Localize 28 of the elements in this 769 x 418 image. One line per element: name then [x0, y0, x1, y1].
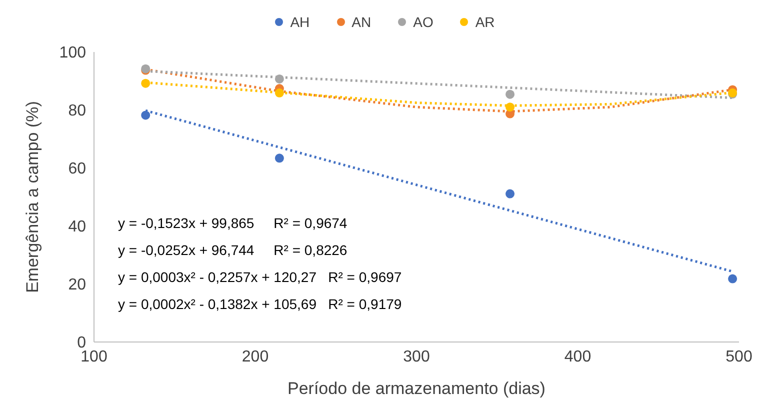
y-axis-title: Emergência a campo (%)	[23, 101, 42, 293]
point	[141, 110, 150, 120]
x-tick-label: 500	[726, 348, 752, 366]
y-tick-label: 40	[68, 218, 86, 236]
y-tick-label: 100	[59, 44, 86, 62]
y-tick-label: 60	[68, 160, 86, 178]
y-tick-label: 20	[68, 276, 86, 294]
legend-label: AH	[289, 14, 310, 30]
legend-label: AO	[412, 14, 434, 30]
point	[506, 189, 515, 198]
x-tick-label: 300	[403, 348, 430, 366]
point	[141, 78, 150, 88]
point	[728, 274, 738, 284]
point	[506, 102, 515, 112]
y-tick-label: 80	[68, 102, 86, 120]
legend-label: AN	[350, 14, 372, 30]
annotation: y = 0,0003x² - 0,2257x + 120,27 R² = 0,9697	[118, 268, 402, 287]
x-axis-title: Período de armazenamento (dias)	[288, 379, 546, 398]
point	[274, 154, 284, 163]
legend-label: AR	[474, 14, 495, 30]
point	[274, 88, 284, 98]
x-tick-label: 200	[242, 348, 269, 366]
point	[506, 90, 515, 99]
annotation: y = -0,0252x + 96,744 R² = 0,8226	[118, 241, 348, 260]
x-tick-label: 400	[564, 348, 592, 366]
point	[274, 74, 284, 84]
annotation: y = 0,0002x² - 0,1382x + 105,69 R² = 0,9179	[118, 295, 402, 314]
annotation: y = -0,1523x + 99,865 R² = 0,9674	[118, 214, 348, 233]
